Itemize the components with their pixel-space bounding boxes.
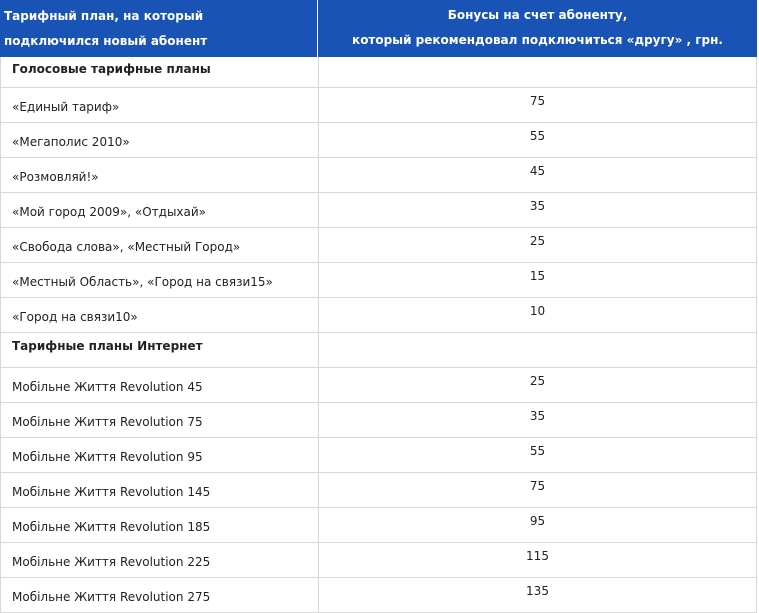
tariff-name-cell: Мобільне Життя Revolution 185 xyxy=(0,508,319,542)
tariff-name-cell: «Мой город 2009», «Отдыхай» xyxy=(0,193,319,227)
table-row: Мобільне Життя Revolution 45 25 xyxy=(0,368,757,403)
bonus-value-cell: 25 xyxy=(319,368,757,402)
table-row: «Розмовляй!» 45 xyxy=(0,158,757,193)
tariff-name-cell: Мобільне Життя Revolution 95 xyxy=(0,438,319,472)
bonus-value-cell: 35 xyxy=(319,193,757,227)
table-row: «Единый тариф» 75 xyxy=(0,88,757,123)
table-row: Мобільне Життя Revolution 275 135 xyxy=(0,578,757,613)
bonus-value-cell xyxy=(319,333,757,367)
tariff-name-cell: Мобільне Життя Revolution 45 xyxy=(0,368,319,402)
table-body: Голосовые тарифные планы «Единый тариф» 75… xyxy=(0,57,757,613)
table-row: Мобільне Життя Revolution 145 75 xyxy=(0,473,757,508)
bonus-value-cell: 135 xyxy=(319,578,757,612)
tariff-name-cell: «Город на связи10» xyxy=(0,298,319,332)
table-row: «Мой город 2009», «Отдыхай» 35 xyxy=(0,193,757,228)
tariff-name-cell: «Единый тариф» xyxy=(0,88,319,122)
bonus-value-cell xyxy=(319,57,757,87)
table-row: «Город на связи10» 10 xyxy=(0,298,757,333)
table-section-row: Тарифные планы Интернет xyxy=(0,333,757,368)
header-bonus: Бонусы на счет абоненту, который рекомен… xyxy=(318,0,757,57)
table-header: Тарифный план, на который подключился но… xyxy=(0,0,757,57)
section-title: Тарифные планы Интернет xyxy=(0,333,319,367)
tariff-name-cell: Мобільне Життя Revolution 275 xyxy=(0,578,319,612)
header-col2-line1: Бонусы на счет абоненту, xyxy=(447,8,628,22)
bonus-value-cell: 75 xyxy=(319,88,757,122)
tariff-name-cell: «Свобода слова», «Местный Город» xyxy=(0,228,319,262)
table-section-row: Голосовые тарифные планы xyxy=(0,57,757,88)
header-tariff-plan: Тарифный план, на который подключился но… xyxy=(0,0,318,57)
header-col1-line1: Тарифный план, на который xyxy=(4,9,204,23)
table-row: «Мегаполис 2010» 55 xyxy=(0,123,757,158)
tariff-name-cell: «Местный Область», «Город на связи15» xyxy=(0,263,319,297)
bonus-value-cell: 35 xyxy=(319,403,757,437)
bonus-value-cell: 55 xyxy=(319,438,757,472)
table-row: «Свобода слова», «Местный Город» 25 xyxy=(0,228,757,263)
tariff-name-cell: Мобільне Життя Revolution 145 xyxy=(0,473,319,507)
bonus-value-cell: 55 xyxy=(319,123,757,157)
bonus-value-cell: 75 xyxy=(319,473,757,507)
table-row: «Местный Область», «Город на связи15» 15 xyxy=(0,263,757,298)
table-row: Мобільне Життя Revolution 75 35 xyxy=(0,403,757,438)
table-row: Мобільне Життя Revolution 95 55 xyxy=(0,438,757,473)
tariff-name-cell: «Мегаполис 2010» xyxy=(0,123,319,157)
bonus-value-cell: 115 xyxy=(319,543,757,577)
tariff-name-cell: «Розмовляй!» xyxy=(0,158,319,192)
tariff-name-cell: Мобільне Життя Revolution 225 xyxy=(0,543,319,577)
bonus-value-cell: 10 xyxy=(319,298,757,332)
bonus-value-cell: 45 xyxy=(319,158,757,192)
table-row: Мобільне Життя Revolution 185 95 xyxy=(0,508,757,543)
table-row: Мобільне Життя Revolution 225 115 xyxy=(0,543,757,578)
header-col2-line2: который рекомендовал подключиться «другу… xyxy=(352,33,723,47)
bonus-value-cell: 95 xyxy=(319,508,757,542)
bonus-value-cell: 25 xyxy=(319,228,757,262)
tariff-name-cell: Мобільне Життя Revolution 75 xyxy=(0,403,319,437)
header-col1-line2: подключился новый абонент xyxy=(4,34,208,48)
section-title: Голосовые тарифные планы xyxy=(0,57,319,87)
bonus-value-cell: 15 xyxy=(319,263,757,297)
